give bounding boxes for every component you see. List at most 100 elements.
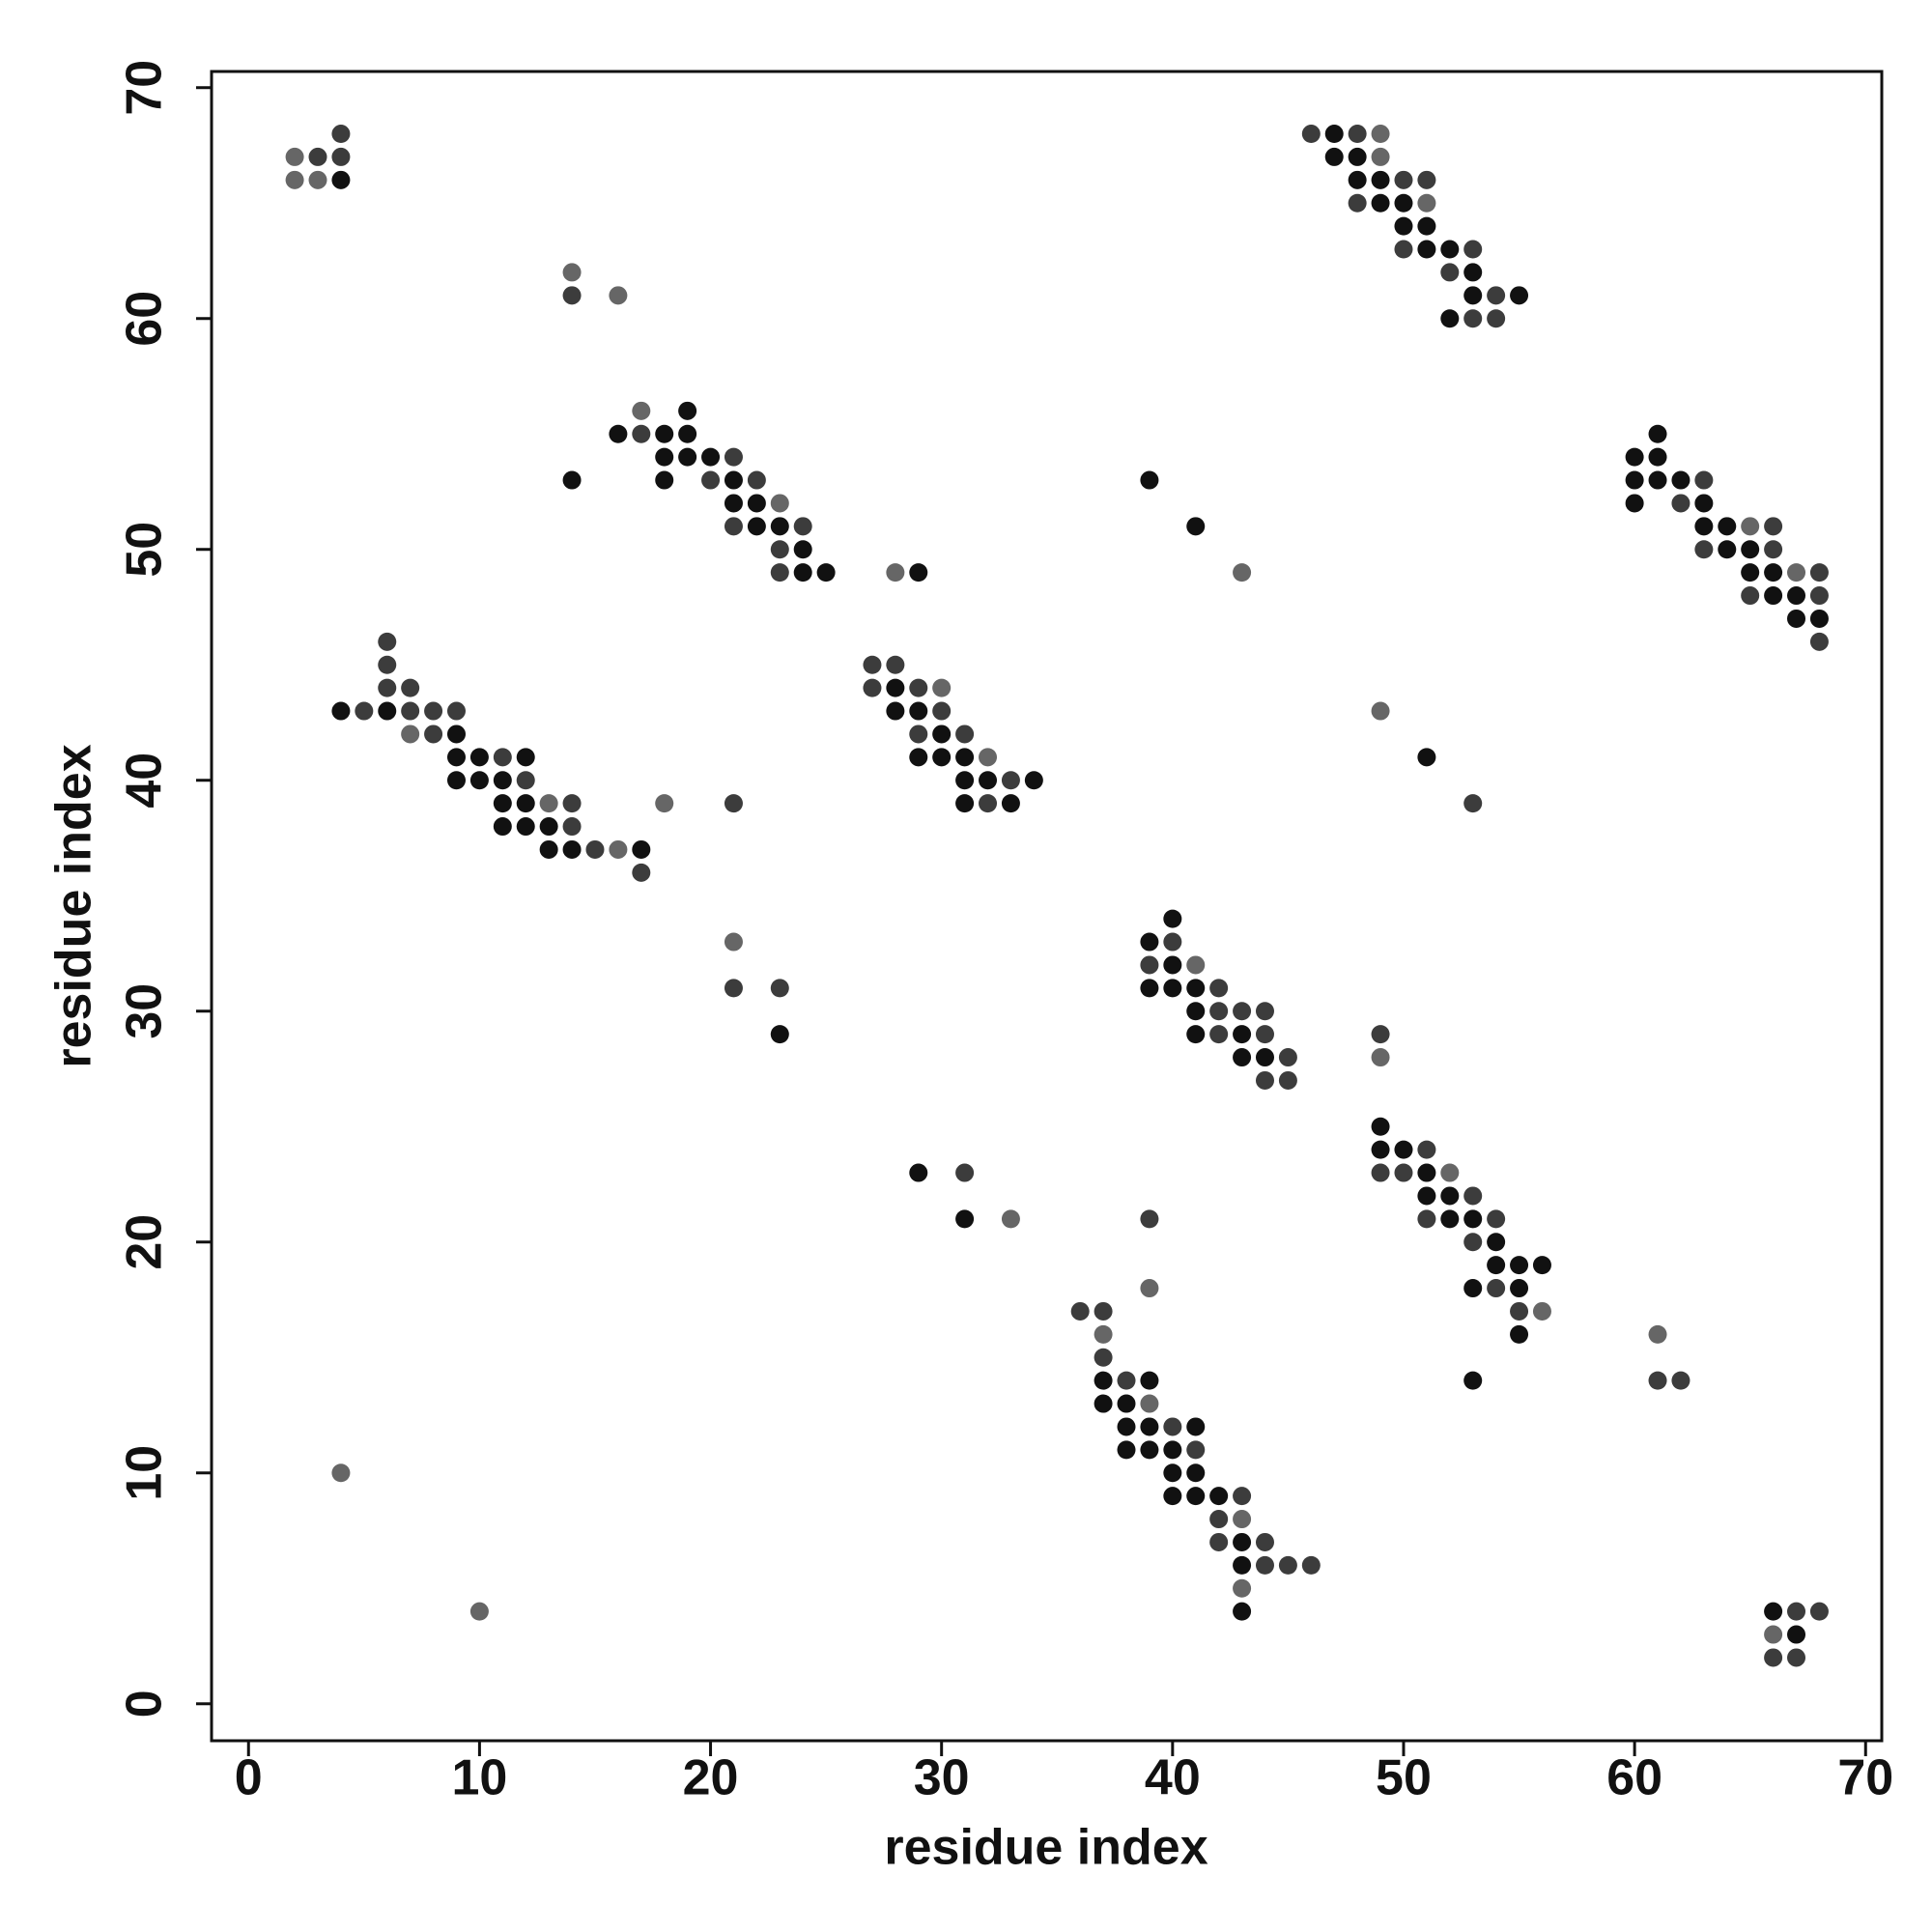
contact-point bbox=[770, 517, 789, 536]
contact-point bbox=[609, 839, 628, 859]
contact-point bbox=[1186, 517, 1206, 536]
contact-point bbox=[1371, 170, 1390, 189]
x-tick-label: 50 bbox=[1376, 1750, 1432, 1806]
contact-point bbox=[909, 678, 928, 697]
contact-point bbox=[1741, 517, 1760, 536]
contact-point bbox=[1463, 1209, 1483, 1229]
contact-point bbox=[516, 794, 535, 813]
contact-point bbox=[1694, 517, 1714, 536]
contact-point bbox=[724, 979, 743, 998]
contact-point bbox=[1487, 1233, 1506, 1252]
contact-point bbox=[886, 563, 905, 582]
contact-point bbox=[1140, 1371, 1159, 1390]
contact-point bbox=[1417, 240, 1436, 259]
contact-point bbox=[678, 424, 697, 443]
contact-point bbox=[1186, 1487, 1206, 1506]
contact-point bbox=[1278, 1070, 1297, 1090]
contact-point bbox=[1463, 286, 1483, 305]
contact-point bbox=[1233, 1025, 1252, 1044]
contact-point bbox=[1417, 216, 1436, 236]
contact-point bbox=[493, 771, 512, 790]
contact-point bbox=[1463, 794, 1483, 813]
contact-point bbox=[955, 748, 975, 767]
contact-point bbox=[1140, 1279, 1159, 1298]
contact-point bbox=[770, 563, 789, 582]
contact-point bbox=[1186, 1025, 1206, 1044]
contact-point bbox=[1417, 1163, 1436, 1182]
contact-point bbox=[1186, 1002, 1206, 1021]
contact-point bbox=[1233, 1048, 1252, 1067]
contact-point bbox=[331, 147, 351, 166]
contact-point bbox=[1809, 632, 1829, 651]
plot-frame bbox=[210, 70, 1884, 1743]
contact-point bbox=[632, 424, 651, 443]
contact-point bbox=[1487, 286, 1506, 305]
contact-point bbox=[1094, 1371, 1113, 1390]
contact-point bbox=[1371, 125, 1390, 144]
contact-point bbox=[1348, 125, 1367, 144]
contact-point bbox=[701, 470, 721, 490]
contact-point bbox=[747, 494, 766, 513]
contact-point bbox=[932, 748, 952, 767]
contact-point bbox=[1140, 932, 1159, 952]
contact-point bbox=[1417, 1140, 1436, 1159]
contact-point bbox=[446, 748, 466, 767]
contact-point bbox=[655, 794, 674, 813]
contact-point bbox=[562, 470, 582, 490]
contact-point bbox=[562, 817, 582, 837]
contact-point bbox=[1371, 1163, 1390, 1182]
contact-point bbox=[446, 771, 466, 790]
contact-point bbox=[1440, 1186, 1460, 1206]
contact-point bbox=[1024, 771, 1043, 790]
contact-point bbox=[1001, 794, 1020, 813]
contact-point bbox=[1487, 1256, 1506, 1275]
contact-point bbox=[1094, 1394, 1113, 1413]
contact-point bbox=[1209, 1025, 1229, 1044]
contact-point bbox=[1371, 1117, 1390, 1136]
contact-point bbox=[331, 170, 351, 189]
contact-point bbox=[1787, 1602, 1806, 1621]
contact-point bbox=[1532, 1301, 1551, 1321]
contact-point bbox=[516, 748, 535, 767]
x-axis-label: residue index bbox=[884, 1820, 1208, 1876]
contact-point bbox=[285, 170, 304, 189]
contact-point bbox=[632, 401, 651, 420]
contact-point bbox=[1440, 263, 1460, 282]
contact-point bbox=[446, 724, 466, 744]
contact-point bbox=[1463, 240, 1483, 259]
contact-point bbox=[1510, 1301, 1529, 1321]
contact-point bbox=[1764, 1625, 1783, 1644]
contact-point bbox=[1694, 470, 1714, 490]
contact-point bbox=[1440, 309, 1460, 328]
contact-point bbox=[1787, 563, 1806, 582]
contact-point bbox=[1809, 563, 1829, 582]
contact-point bbox=[1163, 979, 1182, 998]
contact-point bbox=[632, 839, 651, 859]
contact-point bbox=[1233, 1487, 1252, 1506]
contact-point bbox=[1487, 309, 1506, 328]
contact-point bbox=[793, 517, 812, 536]
contact-point bbox=[1440, 240, 1460, 259]
contact-point bbox=[1510, 286, 1529, 305]
contact-point bbox=[1140, 470, 1159, 490]
contact-point bbox=[1301, 1555, 1321, 1575]
contact-point bbox=[1117, 1371, 1136, 1390]
contact-point bbox=[539, 794, 558, 813]
contact-point bbox=[932, 701, 952, 721]
contact-point bbox=[493, 817, 512, 837]
contact-point bbox=[401, 701, 420, 721]
contact-point bbox=[1094, 1348, 1113, 1367]
contact-point bbox=[1255, 1002, 1274, 1021]
contact-point bbox=[424, 724, 443, 744]
contact-point bbox=[886, 655, 905, 674]
contact-point bbox=[1209, 1532, 1229, 1551]
contact-point bbox=[1417, 1209, 1436, 1229]
contact-point bbox=[1233, 1578, 1252, 1598]
y-tick-label: 40 bbox=[117, 753, 173, 809]
contact-point bbox=[909, 748, 928, 767]
x-tick-label: 10 bbox=[451, 1750, 507, 1806]
contact-point bbox=[562, 839, 582, 859]
contact-point bbox=[655, 424, 674, 443]
contact-point bbox=[1809, 609, 1829, 628]
